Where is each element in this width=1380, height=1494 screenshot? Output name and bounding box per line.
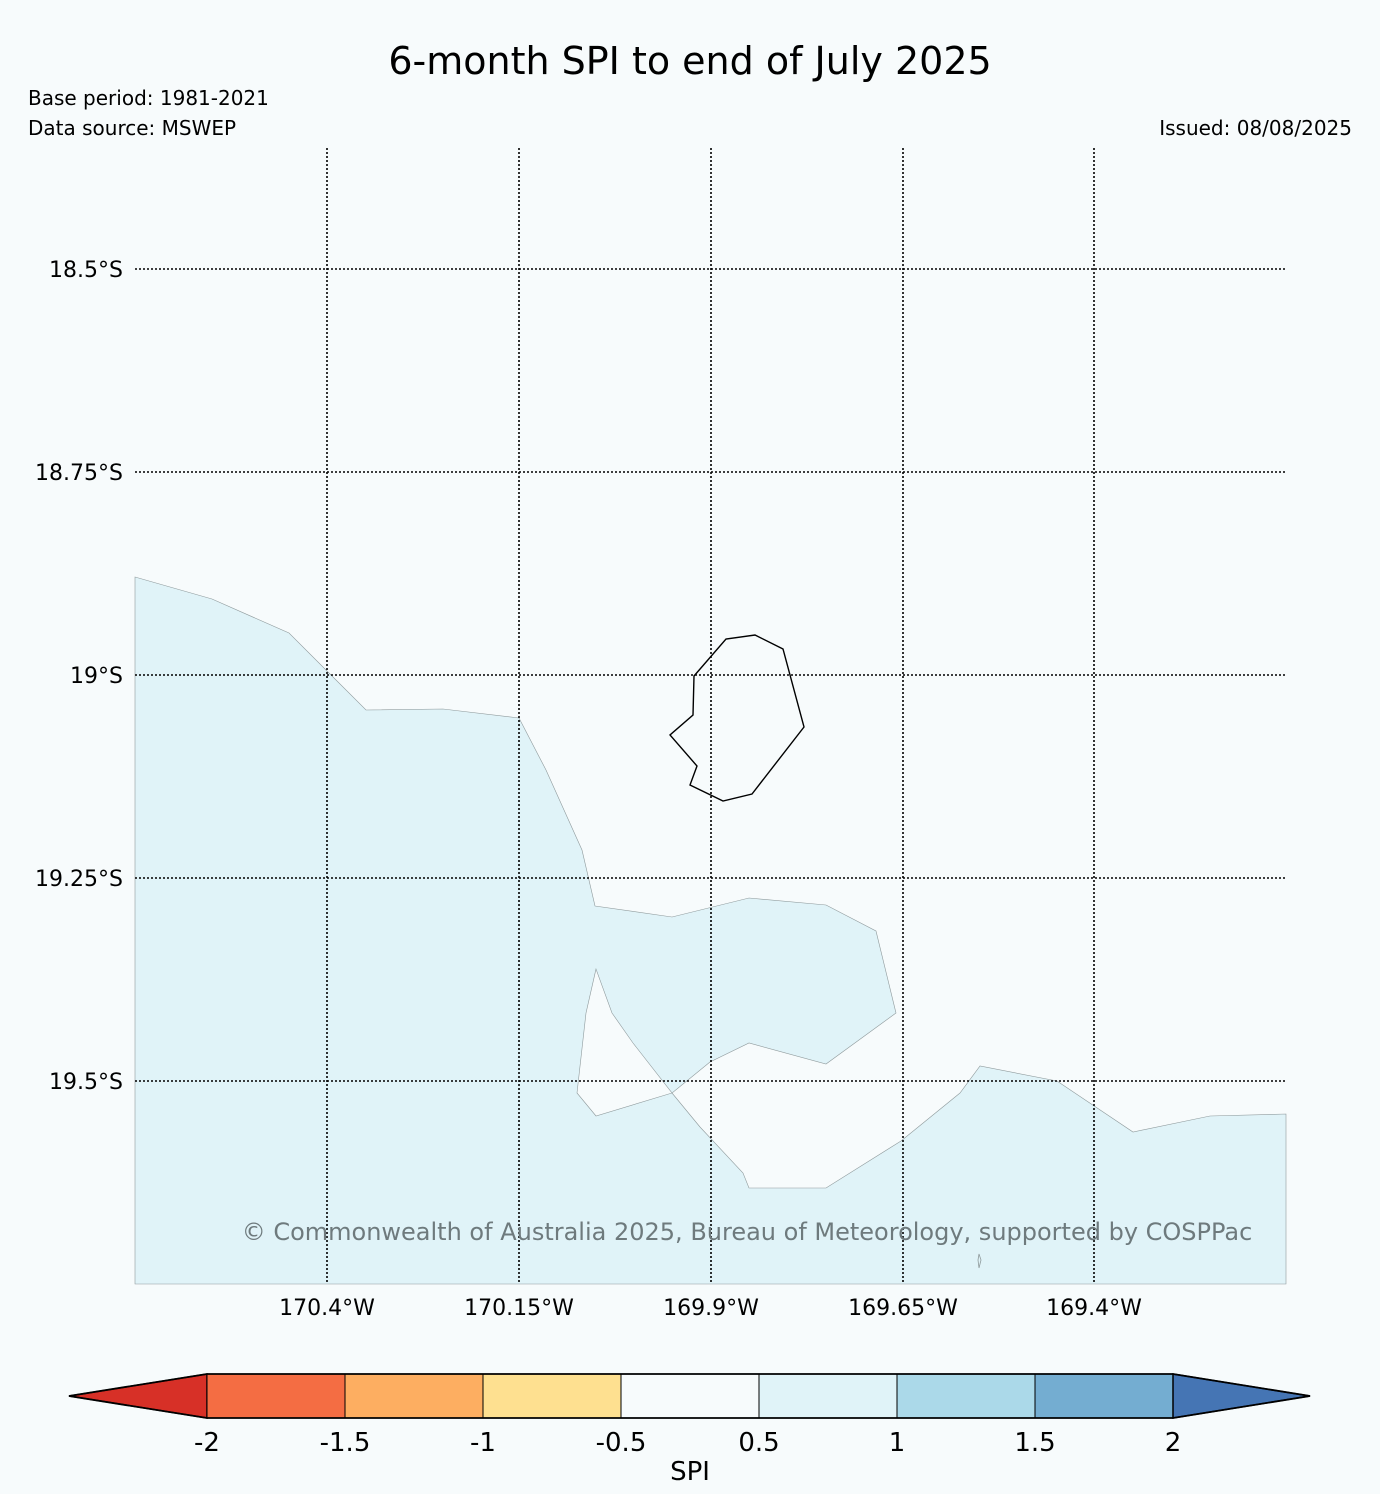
map-title: 6-month SPI to end of July 2025 [388, 39, 992, 83]
colorbar-tick-label: -0.5 [596, 1428, 647, 1458]
colorbar-extend-high [1172, 1373, 1311, 1419]
colorbar-bin [344, 1373, 484, 1419]
colorbar-title: SPI [670, 1457, 710, 1487]
copyright-notice: © Commonwealth of Australia 2025, Bureau… [242, 1218, 1253, 1246]
colorbar-bin [206, 1373, 346, 1419]
colorbar-bin [758, 1373, 898, 1419]
lat-label: 19°S [70, 664, 123, 689]
colorbar-tick-label: -1 [470, 1428, 496, 1458]
lat-label: 18.5°S [49, 258, 123, 283]
data-source-text: Data source: MSWEP [28, 116, 237, 140]
colorbar-bin [1034, 1373, 1174, 1419]
base-period-text: Base period: 1981-2021 [28, 86, 269, 110]
colorbar-outline [68, 1373, 1311, 1419]
lat-label: 19.5°S [49, 1070, 123, 1095]
colorbar-tick-label: 2 [1165, 1428, 1182, 1458]
issued-date-text: Issued: 08/08/2025 [1159, 116, 1352, 140]
lon-label: 169.4°W [1046, 1296, 1142, 1321]
spi-region-0.5-to-1 [134, 576, 1287, 1285]
lat-label: 19.25°S [35, 867, 123, 892]
colorbar-tick-label: 0.5 [738, 1428, 779, 1458]
colorbar-tick-label: 1 [889, 1428, 906, 1458]
colorbar-extend-low [68, 1373, 208, 1419]
colorbar-bin [896, 1373, 1036, 1419]
colorbar [68, 1373, 1311, 1419]
lon-label: 170.15°W [464, 1296, 574, 1321]
island-coastline [669, 634, 805, 802]
colorbar-bin [620, 1373, 760, 1419]
colorbar-tick-label: 1.5 [1014, 1428, 1055, 1458]
islet-outline [977, 1253, 982, 1269]
lat-label: 18.75°S [35, 461, 123, 486]
lon-label: 169.9°W [663, 1296, 759, 1321]
colorbar-tick-label: -2 [194, 1428, 220, 1458]
lon-label: 169.65°W [848, 1296, 958, 1321]
lon-gridlines [326, 148, 1095, 1284]
colorbar-tick-label: -1.5 [320, 1428, 371, 1458]
lon-label: 170.4°W [279, 1296, 375, 1321]
colorbar-bin [482, 1373, 622, 1419]
